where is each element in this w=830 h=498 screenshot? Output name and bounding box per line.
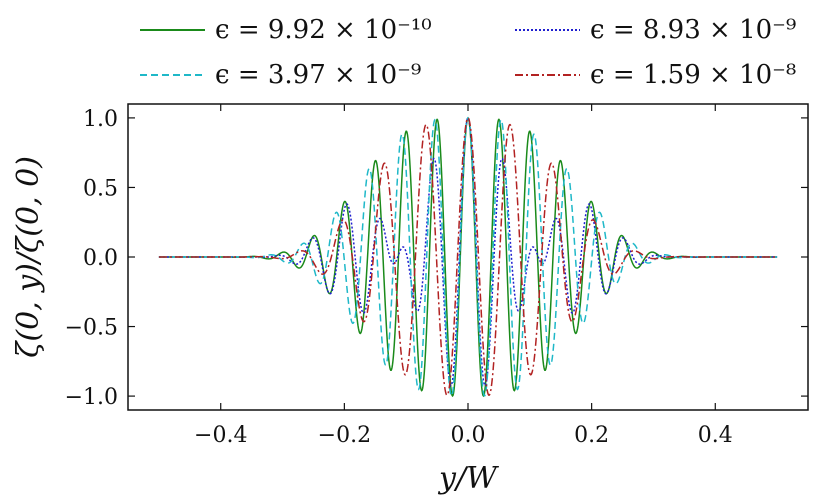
- legend: ϵ = 9.92 × 10⁻¹⁰ ϵ = 8.93 × 10⁻⁹ ϵ = 3.9…: [140, 15, 796, 90]
- legend-entry-3: ϵ = 3.97 × 10⁻⁹: [140, 60, 421, 90]
- ticks-layer: −0.4 −0.2 0.0 0.2 0.4 −1.0 −0.5 0.0 0.5 1.0: [65, 104, 808, 448]
- y-tick-label: −1.0: [65, 385, 118, 410]
- series-line-4: [158, 117, 778, 396]
- x-tick-label: 0.2: [574, 423, 609, 448]
- legend-entry-4: ϵ = 1.59 × 10⁻⁸: [515, 60, 796, 90]
- x-axis-label: y/W: [437, 461, 499, 496]
- legend-label-3: ϵ = 3.97 × 10⁻⁹: [215, 60, 421, 90]
- y-axis-label: ζ(0, y)/ζ(0, 0): [11, 156, 46, 358]
- y-tick-label: 1.0: [83, 107, 118, 132]
- legend-entry-1: ϵ = 9.92 × 10⁻¹⁰: [140, 15, 432, 45]
- x-tick-label: 0.4: [698, 423, 733, 448]
- y-tick-label: 0.5: [83, 176, 118, 201]
- y-tick-label: 0.0: [83, 246, 118, 271]
- x-tick-label: 0.0: [451, 423, 486, 448]
- x-tick-label: −0.2: [318, 423, 371, 448]
- legend-entry-2: ϵ = 8.93 × 10⁻⁹: [515, 15, 796, 45]
- legend-label-2: ϵ = 8.93 × 10⁻⁹: [590, 15, 796, 45]
- series-layer: [158, 116, 778, 398]
- legend-label-1: ϵ = 9.92 × 10⁻¹⁰: [215, 15, 432, 45]
- x-tick-label: −0.4: [194, 423, 247, 448]
- y-tick-label: −0.5: [65, 316, 118, 341]
- legend-label-4: ϵ = 1.59 × 10⁻⁸: [590, 60, 796, 90]
- series-line-2: [158, 116, 778, 387]
